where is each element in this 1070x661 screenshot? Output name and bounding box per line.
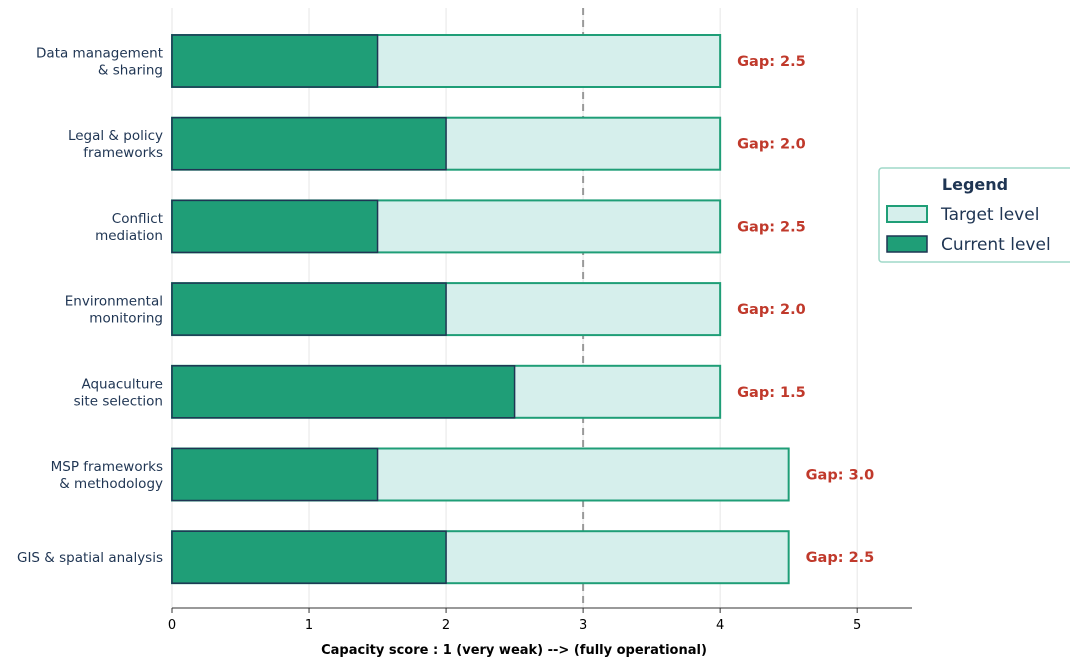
category-label-6: GIS & spatial analysis [17,550,163,566]
gap-label-4: Gap: 1.5 [737,385,806,401]
gap-label-6: Gap: 2.5 [806,550,875,566]
legend-swatch-current [886,235,928,253]
x-tick-label-0: 0 [168,618,176,633]
gap-label-2: Gap: 2.5 [737,219,806,235]
bar-current-3 [171,282,447,336]
x-tick-label-4: 4 [716,618,724,633]
category-label-2: Conflict mediation [95,211,163,244]
x-axis-label: Capacity score : 1 (very weak) --> (full… [321,643,707,658]
x-tick-label-5: 5 [853,618,861,633]
category-label-5: MSP frameworks & methodology [51,459,163,492]
bar-current-0 [171,34,379,88]
category-label-3: Environmental monitoring [65,294,163,327]
gap-labels-group: Gap: 2.5 Gap: 2.0 Gap: 2.5 Gap: 2.0 Gap: 1.5… [737,54,874,566]
x-tick-label-3: 3 [579,618,587,633]
category-labels-group: Data management & sharing Legal & policy fr… [17,46,163,567]
bar-current-2 [171,199,379,254]
gap-label-1: Gap: 2.0 [737,137,806,153]
bar-current-5 [171,447,379,502]
legend-label-current: Current level [941,235,1051,255]
gap-label-0: Gap: 2.5 [737,54,806,70]
category-label-4: Aquaculture site selection [74,376,163,409]
gap-label-3: Gap: 2.0 [737,302,806,318]
gap-label-5: Gap: 3.0 [806,468,875,484]
x-tick-label-2: 2 [442,618,450,633]
bars-group [171,34,790,585]
x-tick-label-1: 1 [305,618,313,633]
category-label-0: Data management & sharing [36,46,163,79]
bar-current-6 [171,530,447,584]
category-label-1: Legal & policy frameworks [68,128,163,161]
legend: Legend Target level Current level [878,167,1070,263]
legend-swatch-target [886,205,928,223]
legend-title: Legend [942,175,1008,194]
x-axis: 0 1 2 3 4 5 [168,607,912,633]
legend-label-target: Target level [940,205,1039,225]
bar-current-1 [171,116,447,171]
bar-current-4 [171,365,516,419]
